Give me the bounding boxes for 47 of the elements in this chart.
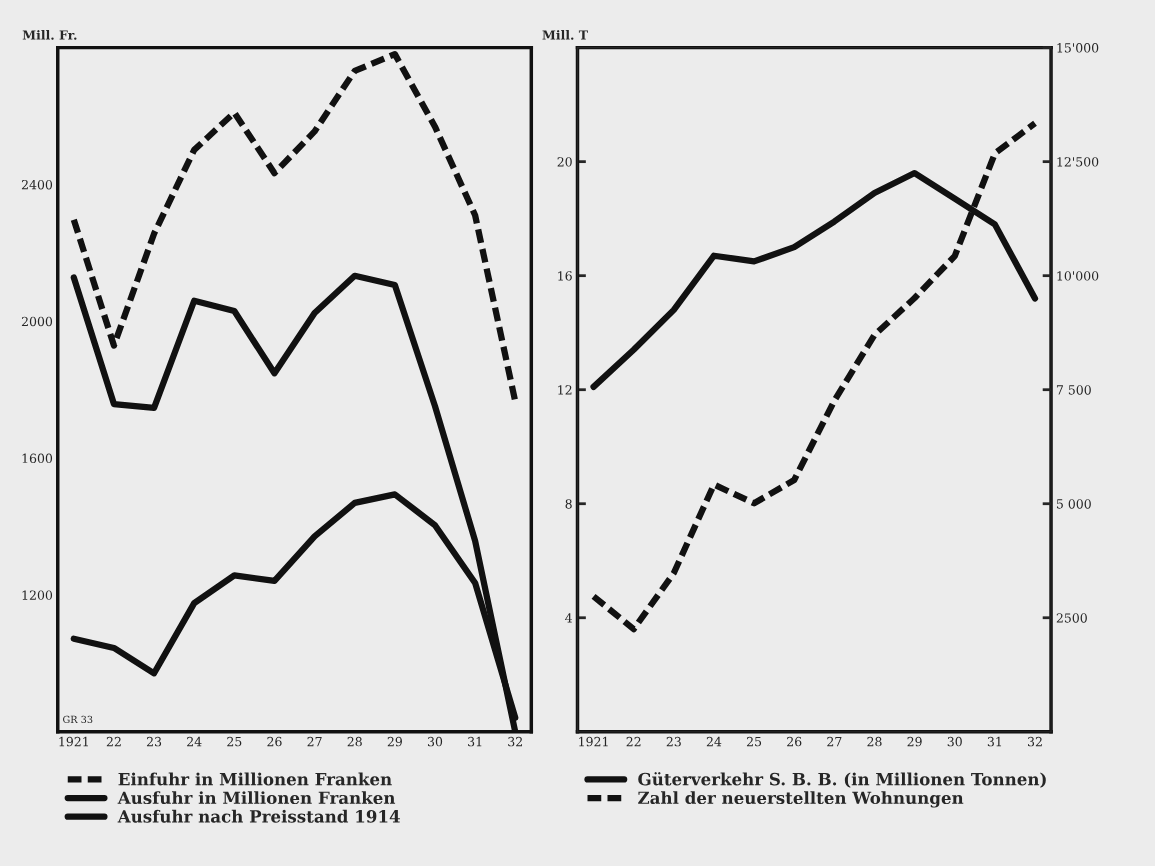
x-tick-label: 31 bbox=[987, 736, 1002, 747]
x-tick-label: 28 bbox=[867, 736, 882, 747]
y2-tick-label: 2500 bbox=[1056, 613, 1087, 623]
x-tick-label: 26 bbox=[787, 736, 802, 747]
legend-label: Einfuhr in Millionen Franken bbox=[118, 772, 392, 786]
x-tick-label: 27 bbox=[307, 736, 322, 747]
y-tick-label: 12 bbox=[558, 385, 572, 395]
annotation: GR 33 bbox=[63, 715, 93, 724]
y-tick-label: 4 bbox=[565, 613, 573, 623]
y-axis-title: Mill. Fr. bbox=[22, 30, 77, 40]
y-axis-title: Mill. T bbox=[542, 30, 588, 40]
x-tick-label: 29 bbox=[907, 736, 922, 747]
x-tick-label: 25 bbox=[746, 736, 762, 747]
y-tick-label: 8 bbox=[565, 499, 572, 509]
x-tick-label: 32 bbox=[508, 736, 522, 747]
legend-label: Zahl der neuerstellten Wohnungen bbox=[638, 791, 964, 808]
legend-label: Ausfuhr nach Preisstand 1914 bbox=[117, 809, 400, 823]
y-tick-label: 2000 bbox=[21, 316, 53, 327]
x-tick-label: 30 bbox=[427, 736, 443, 747]
x-tick-label: 23 bbox=[146, 736, 162, 747]
x-tick-label: 31 bbox=[468, 736, 482, 747]
y2-tick-label: 10'000 bbox=[1057, 271, 1099, 281]
x-tick-label: 29 bbox=[387, 736, 402, 747]
x-tick-label: 23 bbox=[666, 736, 681, 747]
legend-label: Ausfuhr in Millionen Franken bbox=[117, 791, 396, 805]
x-tick-label: 24 bbox=[187, 736, 202, 747]
y2-tick-label: 12'500 bbox=[1057, 157, 1099, 167]
x-tick-label: 27 bbox=[827, 736, 842, 747]
x-tick-label: 30 bbox=[947, 736, 962, 747]
x-tick-label: 1921 bbox=[59, 736, 88, 747]
x-tick-label: 24 bbox=[706, 736, 722, 747]
y-tick-label: 2400 bbox=[21, 179, 53, 190]
x-tick-label: 22 bbox=[106, 736, 121, 747]
y-tick-label: 1600 bbox=[22, 453, 53, 464]
y-tick-label: 16 bbox=[558, 271, 572, 281]
x-tick-label: 26 bbox=[267, 736, 282, 747]
y2-tick-label: 5 000 bbox=[1056, 499, 1091, 509]
y-tick-label: 20 bbox=[557, 157, 572, 167]
x-tick-label: 32 bbox=[1028, 736, 1042, 747]
y2-tick-label: 7 500 bbox=[1056, 385, 1091, 395]
x-tick-label: 25 bbox=[227, 736, 242, 747]
y-tick-label: 1200 bbox=[22, 590, 53, 600]
legend-label: Güterverkehr S. B. B. (in Millionen Tonnen) bbox=[638, 772, 1046, 788]
x-tick-label: 1921 bbox=[579, 736, 608, 747]
x-tick-label: 28 bbox=[347, 736, 362, 747]
y2-tick-label: 15'000 bbox=[1057, 43, 1099, 53]
x-tick-label: 22 bbox=[626, 736, 641, 747]
